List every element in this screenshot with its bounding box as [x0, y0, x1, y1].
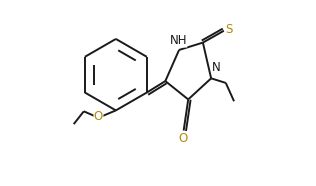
Text: N: N [212, 61, 221, 74]
Text: O: O [94, 110, 103, 123]
Text: S: S [225, 23, 232, 36]
Text: O: O [178, 132, 187, 145]
Text: NH: NH [169, 34, 187, 47]
